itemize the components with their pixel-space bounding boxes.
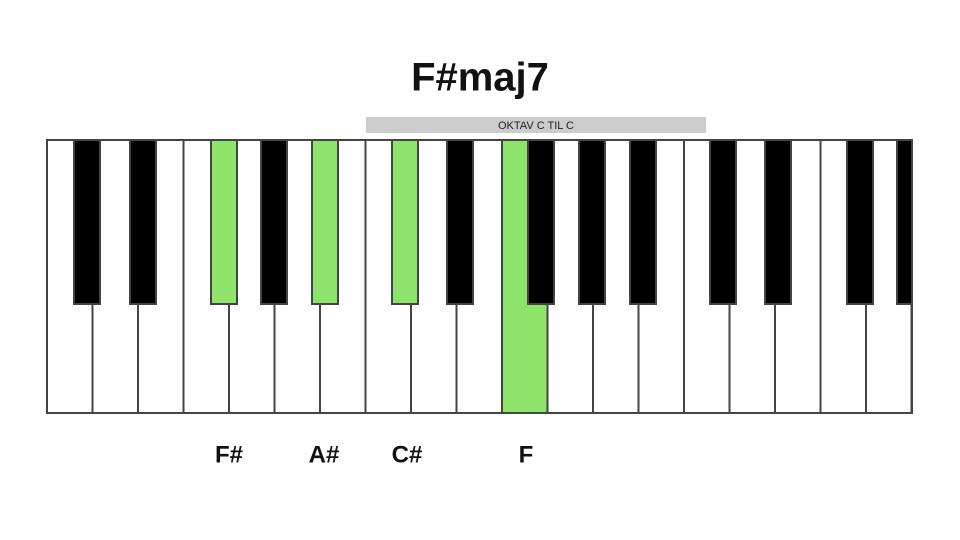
note-label: A# bbox=[309, 441, 340, 468]
black-key bbox=[709, 139, 737, 305]
keyboard-border bbox=[46, 139, 913, 414]
black-key bbox=[129, 139, 157, 305]
black-key bbox=[210, 139, 238, 305]
black-key bbox=[446, 139, 474, 305]
black-key bbox=[896, 139, 913, 305]
black-key bbox=[578, 139, 606, 305]
black-key bbox=[764, 139, 792, 305]
note-label: F# bbox=[215, 441, 243, 468]
note-label: C# bbox=[392, 441, 423, 468]
black-key bbox=[311, 139, 339, 305]
black-key bbox=[260, 139, 288, 305]
black-key bbox=[846, 139, 874, 305]
black-key bbox=[527, 139, 555, 305]
black-key bbox=[629, 139, 657, 305]
note-label: F bbox=[519, 441, 534, 468]
octave-label: OKTAV C TIL C bbox=[498, 120, 574, 132]
keyboard bbox=[46, 139, 913, 414]
chord-title: F#maj7 bbox=[411, 56, 549, 100]
octave-bar bbox=[366, 117, 706, 133]
black-key bbox=[391, 139, 419, 305]
black-key bbox=[73, 139, 101, 305]
